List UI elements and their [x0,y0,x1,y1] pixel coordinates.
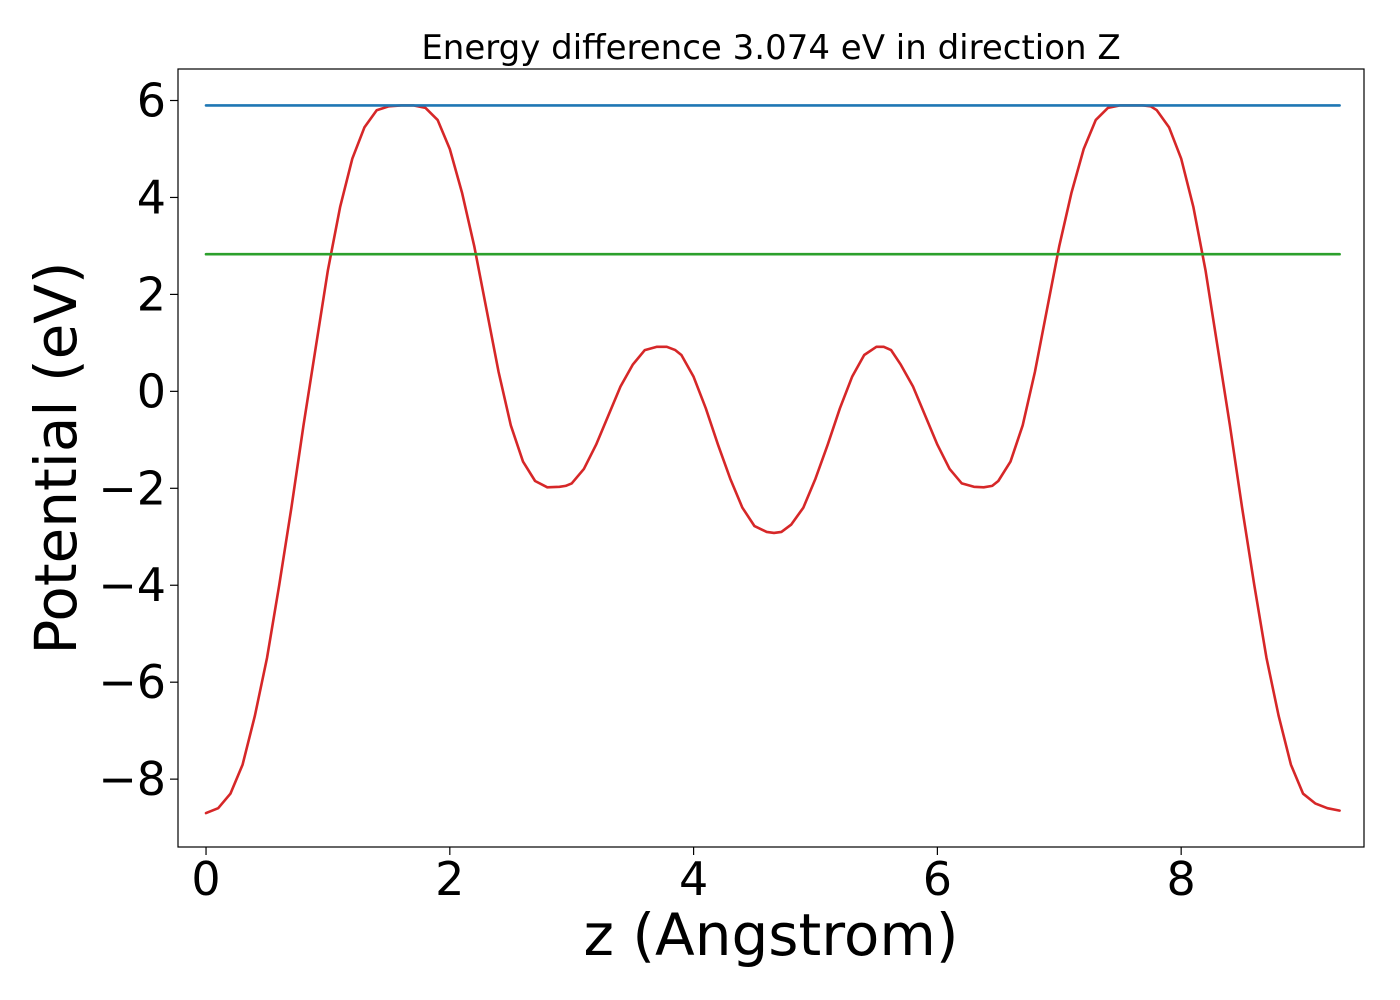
x-tick-label: 4 [679,852,708,906]
y-tick-label: −8 [98,752,166,806]
y-axis-ticks: 6 4 2 0 −2 −4 −6 −8 [98,74,178,806]
x-tick-label: 8 [1167,852,1196,906]
x-axis-ticks: 0 2 4 6 8 [191,847,1196,906]
y-tick-label: −6 [98,655,166,709]
y-tick-label: −4 [98,558,166,612]
y-tick-label: 4 [137,170,166,224]
y-axis-label: Potential (eV) [22,261,90,654]
y-tick-label: 6 [137,74,166,128]
x-tick-label: 2 [435,852,464,906]
x-axis-label: z (Angstrom) [584,901,959,969]
x-tick-label: 0 [191,852,220,906]
x-tick-label: 6 [923,852,952,906]
y-tick-label: 0 [137,364,166,418]
y-tick-label: −2 [98,461,166,515]
chart-title: Energy difference 3.074 eV in direction … [421,28,1120,68]
y-tick-label: 2 [137,267,166,321]
plot-frame [177,68,1365,848]
plot-area [177,68,1365,848]
